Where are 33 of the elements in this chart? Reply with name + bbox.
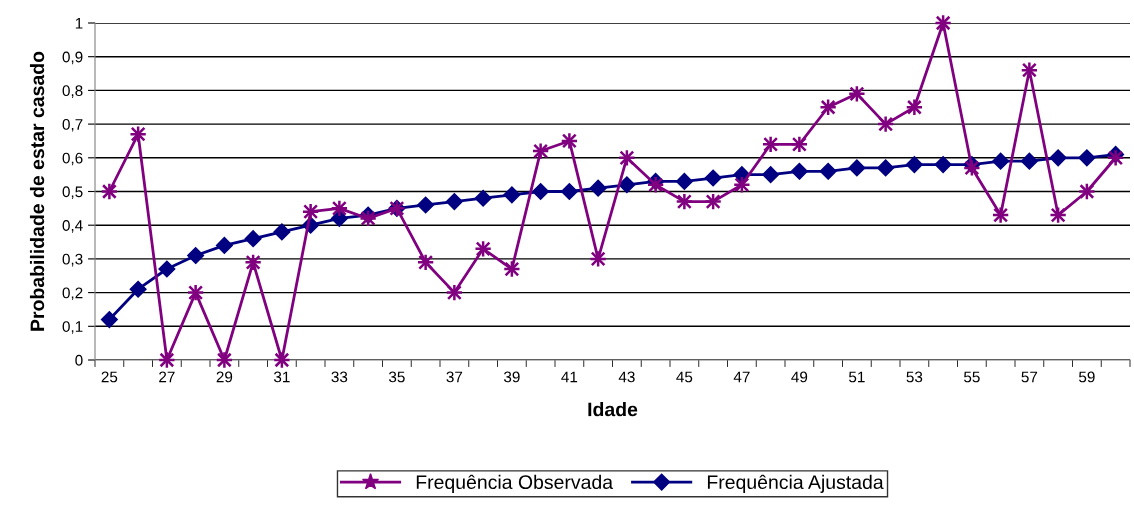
x-tick-label: 37: [446, 371, 463, 383]
y-tick-label: 0,7: [62, 118, 83, 132]
y-axis-title: Probabilidade de estar casado: [29, 51, 45, 331]
y-tick-label: 0,3: [62, 253, 83, 267]
y-tick-label: 0,8: [62, 85, 83, 98]
x-tick-label: 57: [1021, 371, 1038, 383]
x-tick-label: 43: [618, 371, 635, 383]
legend-label: Frequência Ajustada: [707, 474, 884, 493]
y-tick-label: 0,9: [62, 51, 83, 65]
x-tick-label: 59: [1078, 371, 1095, 383]
y-tick-label: 0,5: [62, 186, 83, 199]
y-tick-label: 0: [75, 354, 83, 366]
x-tick-label: 53: [906, 371, 923, 383]
x-tick-label: 25: [101, 371, 118, 383]
x-tick-label: 33: [331, 371, 348, 383]
x-tick-label: 47: [733, 371, 750, 383]
x-tick-label: 51: [848, 371, 865, 383]
x-tick-label: 31: [273, 371, 290, 383]
x-tick-label: 41: [561, 371, 578, 383]
y-tick-label: 0,4: [62, 220, 83, 233]
x-tick-label: 35: [388, 371, 405, 383]
x-tick-label: 29: [216, 371, 233, 383]
x-tick-label: 45: [676, 371, 693, 383]
x-tick-label: 27: [159, 371, 175, 383]
x-tick-label: 55: [963, 371, 980, 383]
x-tick-label: 39: [503, 371, 520, 383]
x-tick-label: 49: [791, 371, 808, 383]
legend-label: Frequência Observada: [416, 474, 614, 493]
y-tick-label: 0,1: [62, 321, 83, 334]
y-tick-label: 1: [75, 18, 83, 29]
y-tick-label: 0,2: [62, 287, 83, 301]
y-tick-label: 0,6: [62, 152, 83, 166]
x-axis-title: Idade: [588, 402, 638, 417]
